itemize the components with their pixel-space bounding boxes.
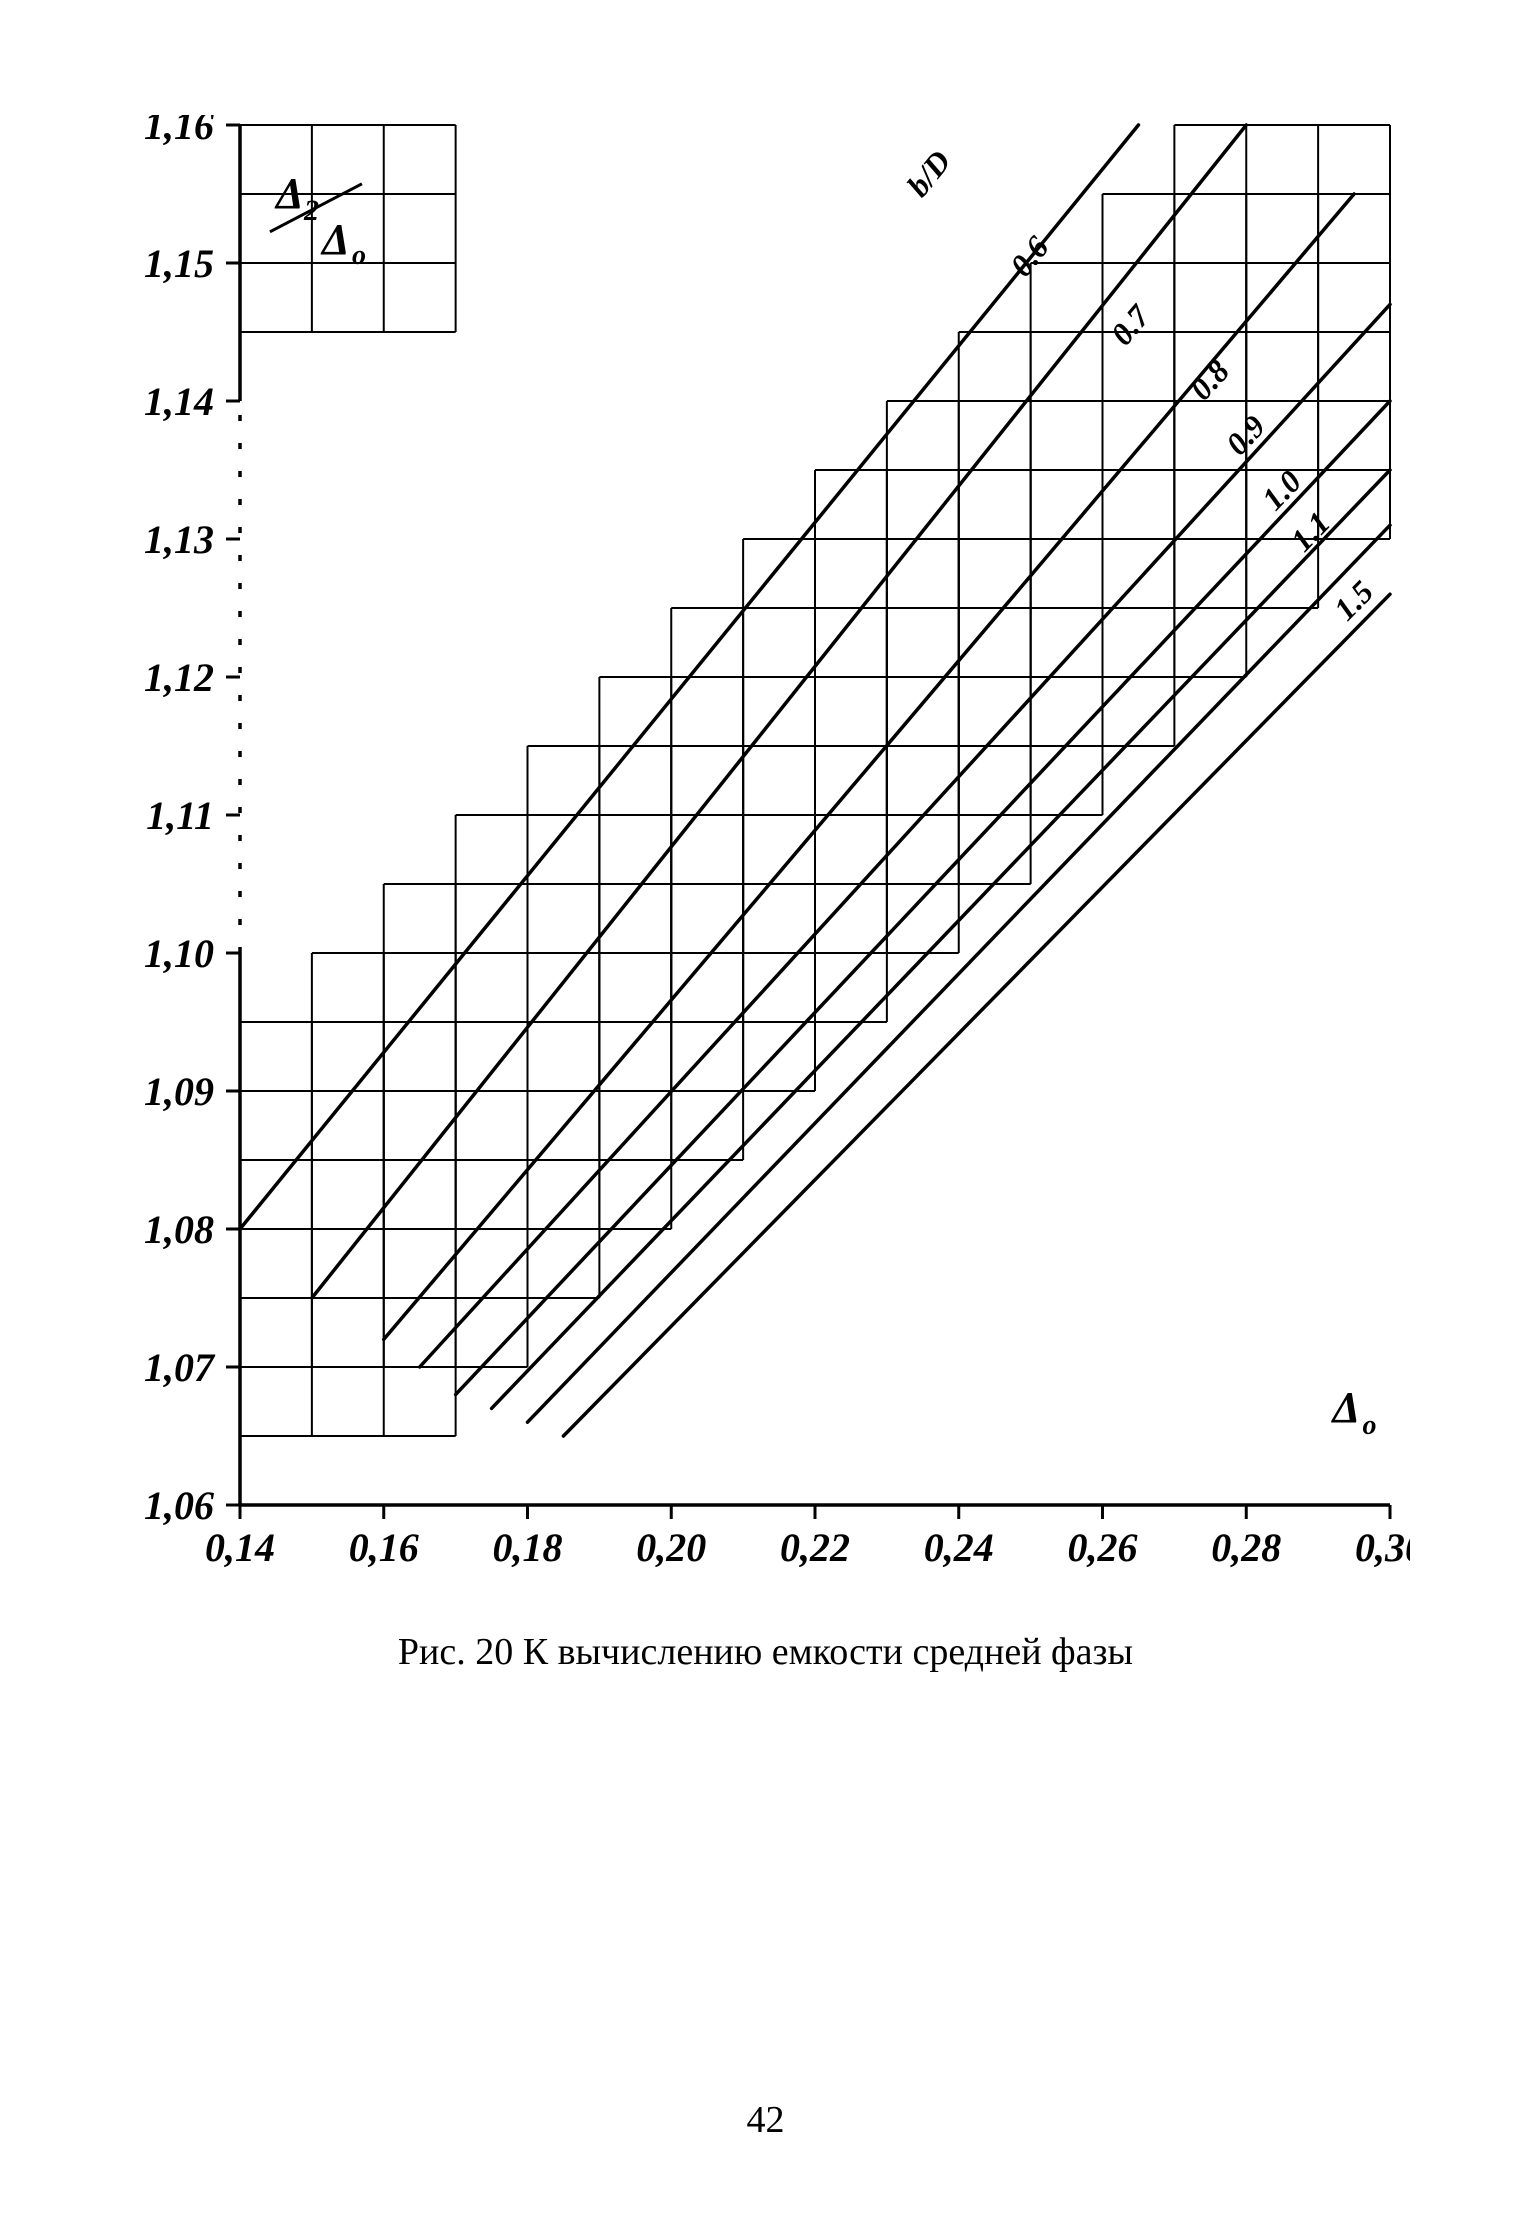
y-tick-label: 1,06: [144, 1483, 214, 1528]
figure-caption: Рис. 20 К вычислению емкости средней фаз…: [0, 1630, 1531, 1674]
y-tick-label: 1,07: [144, 1345, 216, 1390]
x-axis-title: Δо: [1331, 1383, 1377, 1441]
svg-text:о: о: [1363, 1410, 1377, 1441]
chart-container: b/D0.60.70.80.91.01.11.50,140,160,180,20…: [130, 115, 1410, 1580]
y-tick-label: 1,09: [144, 1069, 214, 1114]
x-tick-label: 0,30: [1355, 1525, 1410, 1570]
svg-text:Δ: Δ: [274, 169, 304, 218]
chart-svg: b/D0.60.70.80.91.01.11.50,140,160,180,20…: [130, 115, 1410, 1575]
y-tick-label: 1,16: [144, 115, 214, 148]
x-tick-label: 0,22: [780, 1525, 850, 1570]
svg-text:Δ: Δ: [1331, 1383, 1361, 1432]
x-tick-label: 0,26: [1068, 1525, 1138, 1570]
svg-text:о: о: [352, 240, 366, 271]
x-tick-label: 0,18: [493, 1525, 563, 1570]
y-tick-label: 1,08: [144, 1207, 214, 1252]
x-tick-label: 0,16: [349, 1525, 419, 1570]
y-tick-label: 1,10: [144, 931, 214, 976]
curve-label: 0.7: [1103, 296, 1158, 351]
page-number: 42: [0, 2098, 1531, 2142]
x-tick-label: 0,24: [924, 1525, 994, 1570]
curve-label: b/D: [900, 143, 958, 203]
y-tick-label: 1,15: [144, 241, 214, 286]
y-tick-label: 1,13: [144, 517, 214, 562]
svg-text:Δ: Δ: [320, 215, 350, 264]
y-tick-label: 1,11: [146, 793, 214, 838]
x-tick-label: 0,14: [205, 1525, 275, 1570]
y-tick-label: 1,12: [144, 655, 214, 700]
curve-label: 0.9: [1219, 408, 1273, 462]
curve-label: 0.8: [1183, 353, 1237, 407]
y-axis-title: Δ2Δо: [270, 169, 366, 271]
curve-label: 1.1: [1283, 504, 1337, 558]
y-tick-label: 1,14: [144, 379, 214, 424]
x-tick-label: 0,20: [636, 1525, 706, 1570]
x-tick-label: 0,28: [1211, 1525, 1281, 1570]
curve-label: 1.0: [1255, 463, 1309, 517]
